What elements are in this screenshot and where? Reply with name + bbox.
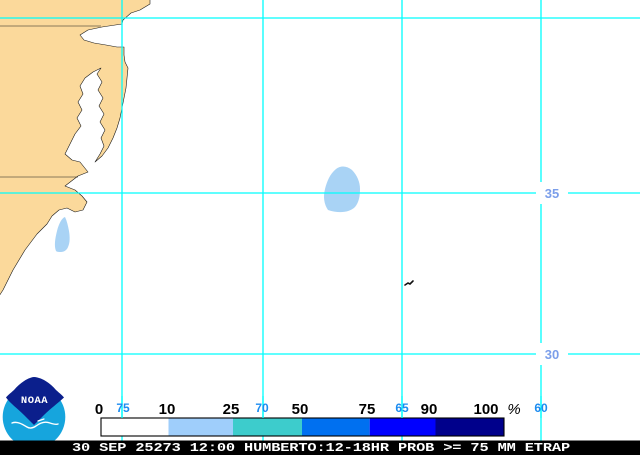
svg-text:10: 10 bbox=[159, 401, 176, 418]
svg-text:60: 60 bbox=[534, 401, 548, 415]
svg-text:NOAA: NOAA bbox=[21, 395, 48, 407]
svg-text:70: 70 bbox=[255, 401, 269, 415]
svg-text:75: 75 bbox=[116, 401, 130, 415]
svg-text:75: 75 bbox=[359, 401, 376, 418]
svg-text:30 SEP 25273 12:00 HUMBERTO:12: 30 SEP 25273 12:00 HUMBERTO:12-18HR PROB… bbox=[72, 442, 570, 455]
svg-text:35: 35 bbox=[545, 186, 559, 201]
svg-text:%: % bbox=[507, 401, 520, 418]
svg-text:30: 30 bbox=[545, 347, 559, 362]
svg-text:0: 0 bbox=[95, 401, 103, 418]
svg-text:65: 65 bbox=[395, 401, 409, 415]
svg-text:100: 100 bbox=[473, 401, 498, 418]
svg-text:25: 25 bbox=[223, 401, 240, 418]
svg-text:90: 90 bbox=[421, 401, 438, 418]
svg-text:50: 50 bbox=[292, 401, 309, 418]
